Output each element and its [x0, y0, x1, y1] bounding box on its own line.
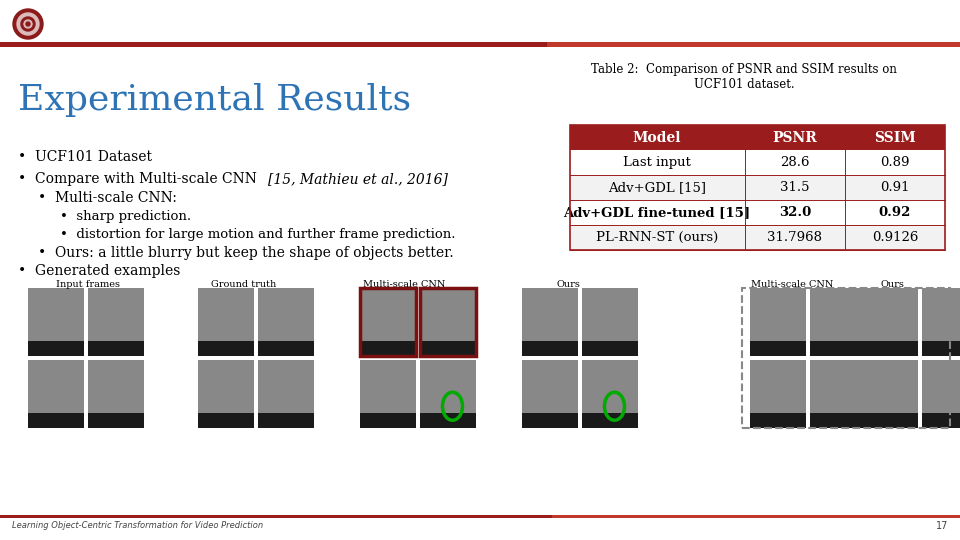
Text: •  sharp prediction.: • sharp prediction.	[60, 210, 191, 223]
Bar	[582, 341, 638, 356]
Bar	[750, 360, 806, 428]
Bar	[552, 515, 960, 518]
Text: Adv+GDL [15]: Adv+GDL [15]	[608, 181, 706, 194]
Bar	[570, 200, 945, 225]
Text: PL-RNN-ST (ours): PL-RNN-ST (ours)	[596, 231, 718, 244]
Bar	[258, 341, 314, 356]
Text: •  Ours: a little blurry but keep the shape of objects better.: • Ours: a little blurry but keep the sha…	[38, 246, 454, 260]
Text: •  UCF101 Dataset: • UCF101 Dataset	[18, 150, 152, 164]
Bar	[360, 341, 416, 356]
Bar	[198, 288, 254, 356]
Bar	[810, 360, 866, 428]
Bar	[570, 225, 945, 250]
Circle shape	[17, 13, 39, 35]
Text: •  Multi-scale CNN:: • Multi-scale CNN:	[38, 191, 177, 205]
Bar	[862, 288, 918, 356]
Bar	[570, 125, 945, 150]
Bar	[258, 413, 314, 428]
Text: 32.0: 32.0	[779, 206, 811, 219]
Bar	[28, 341, 84, 356]
Bar	[522, 413, 578, 428]
Bar	[570, 125, 945, 250]
Circle shape	[24, 20, 32, 28]
Circle shape	[21, 17, 35, 31]
Bar	[522, 288, 578, 356]
Text: 0.89: 0.89	[880, 156, 910, 169]
Text: •  Compare with Multi-scale CNN: • Compare with Multi-scale CNN	[18, 172, 261, 186]
Bar	[522, 341, 578, 356]
Bar	[420, 341, 476, 356]
Text: Multi-scale CNN: Multi-scale CNN	[751, 280, 833, 289]
Bar	[28, 413, 84, 428]
Bar	[750, 288, 806, 356]
Bar	[258, 288, 314, 356]
Bar	[88, 413, 144, 428]
Bar	[198, 341, 254, 356]
Bar	[582, 413, 638, 428]
Text: Ground truth: Ground truth	[211, 280, 276, 289]
Text: 0.9126: 0.9126	[872, 231, 918, 244]
Bar	[570, 175, 945, 200]
Bar	[582, 288, 638, 356]
Text: Model: Model	[633, 131, 682, 145]
Bar	[420, 288, 476, 356]
Bar	[28, 288, 84, 356]
Bar	[258, 360, 314, 428]
Text: Last input: Last input	[623, 156, 691, 169]
Text: •  distortion for large motion and further frame prediction.: • distortion for large motion and furthe…	[60, 228, 455, 241]
Bar	[360, 288, 416, 356]
Text: •  Generated examples: • Generated examples	[18, 264, 180, 278]
Bar	[862, 341, 918, 356]
Text: 0.91: 0.91	[880, 181, 910, 194]
Text: Ours: Ours	[880, 280, 904, 289]
Text: 31.5: 31.5	[780, 181, 809, 194]
Bar	[750, 341, 806, 356]
Bar	[922, 360, 960, 428]
Text: Ours: Ours	[556, 280, 580, 289]
Bar	[198, 360, 254, 428]
Bar	[582, 360, 638, 428]
Text: Adv+GDL fine-tuned [15]: Adv+GDL fine-tuned [15]	[564, 206, 751, 219]
Bar	[0, 42, 547, 47]
Bar	[198, 413, 254, 428]
Circle shape	[26, 22, 30, 26]
Circle shape	[13, 9, 43, 39]
Bar	[922, 413, 960, 428]
Text: 31.7968: 31.7968	[767, 231, 823, 244]
Bar	[360, 413, 416, 428]
Bar	[88, 360, 144, 428]
Bar	[0, 515, 960, 518]
Bar	[810, 413, 866, 428]
Text: 28.6: 28.6	[780, 156, 809, 169]
Bar	[360, 288, 416, 356]
Bar	[922, 341, 960, 356]
Bar	[570, 150, 945, 175]
Bar	[88, 288, 144, 356]
Bar	[750, 413, 806, 428]
Bar	[420, 288, 476, 356]
Bar	[810, 341, 866, 356]
Text: [15, Mathieu et al., 2016]: [15, Mathieu et al., 2016]	[268, 172, 448, 186]
Text: 0.92: 0.92	[878, 206, 911, 219]
Bar	[547, 42, 960, 47]
Text: SSIM: SSIM	[875, 131, 916, 145]
Bar	[522, 360, 578, 428]
Bar	[922, 288, 960, 356]
Bar	[420, 413, 476, 428]
Bar	[360, 360, 416, 428]
Bar	[862, 413, 918, 428]
Text: Table 2:  Comparison of PSNR and SSIM results on
UCF101 dataset.: Table 2: Comparison of PSNR and SSIM res…	[591, 63, 897, 91]
Bar	[28, 360, 84, 428]
Text: Experimental Results: Experimental Results	[18, 83, 411, 117]
Text: PSNR: PSNR	[773, 131, 817, 145]
Text: Learning Object-Centric Transformation for Video Prediction: Learning Object-Centric Transformation f…	[12, 522, 263, 530]
Bar	[88, 341, 144, 356]
Bar	[742, 288, 950, 428]
Bar	[810, 288, 866, 356]
Text: Multi-scale CNN: Multi-scale CNN	[363, 280, 445, 289]
Text: 17: 17	[936, 521, 948, 531]
Bar	[420, 360, 476, 428]
Bar	[862, 360, 918, 428]
Text: Input frames: Input frames	[56, 280, 120, 289]
